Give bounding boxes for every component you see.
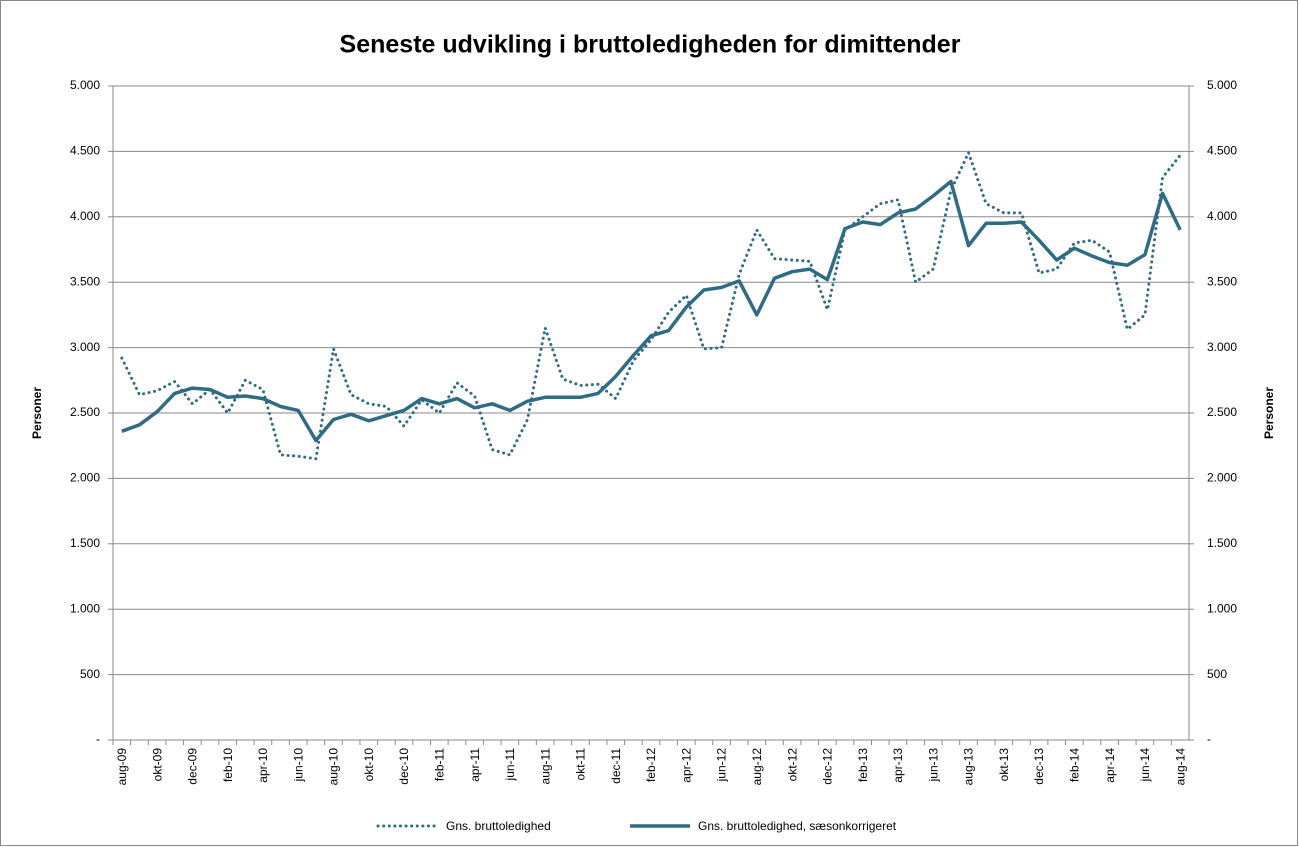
y-tick-label: 1.500 bbox=[70, 536, 100, 550]
x-tick-label: dec-12 bbox=[821, 748, 835, 785]
y2-axis-label: Personer bbox=[1262, 387, 1276, 439]
x-tick-label: okt-12 bbox=[785, 748, 799, 782]
x-tick-label: feb-12 bbox=[644, 748, 658, 782]
x-tick-label: jun-13 bbox=[926, 748, 940, 783]
x-tick-label: jun-14 bbox=[1138, 748, 1152, 783]
y-tick-label: 5.000 bbox=[70, 78, 100, 92]
x-tick-label: aug-13 bbox=[962, 748, 976, 786]
y-tick-label: - bbox=[96, 732, 100, 746]
x-tick-label: apr-12 bbox=[679, 748, 693, 783]
x-tick-label: aug-14 bbox=[1173, 748, 1187, 786]
y2-tick-label: 5.000 bbox=[1207, 78, 1237, 92]
x-tick-label: apr-10 bbox=[256, 748, 270, 783]
y2-tick-label: 2.500 bbox=[1207, 405, 1237, 419]
series-line bbox=[121, 179, 1182, 443]
x-tick-label: apr-11 bbox=[468, 748, 482, 782]
y2-tick-label: 3.500 bbox=[1207, 274, 1237, 288]
x-tick-label: dec-10 bbox=[397, 748, 411, 785]
y-axis-label: Personer bbox=[30, 387, 44, 439]
y2-tick-label: 1.500 bbox=[1207, 536, 1237, 550]
y2-tick-label: 2.000 bbox=[1207, 471, 1237, 485]
y-tick-label: 1.000 bbox=[70, 601, 100, 615]
x-tick-label: feb-11 bbox=[432, 748, 446, 781]
x-tick-label: aug-10 bbox=[327, 748, 341, 786]
y-tick-label: 4.500 bbox=[70, 144, 100, 158]
y2-tick-label: 4.500 bbox=[1207, 144, 1237, 158]
x-tick-label: jun-12 bbox=[715, 748, 729, 783]
y2-tick-label: 500 bbox=[1207, 667, 1227, 681]
y-tick-label: 2.500 bbox=[70, 405, 100, 419]
x-tick-label: dec-11 bbox=[609, 748, 623, 784]
y-tick-label: 2.000 bbox=[70, 471, 100, 485]
y-tick-label: 500 bbox=[80, 667, 100, 681]
legend-label: Gns. bruttoledighed bbox=[446, 819, 551, 833]
x-tick-label: jun-10 bbox=[291, 748, 305, 783]
y2-tick-label: - bbox=[1207, 732, 1211, 746]
series-line bbox=[120, 151, 1182, 461]
x-tick-label: dec-09 bbox=[186, 748, 200, 785]
chart-title: Seneste udvikling i bruttoledigheden for… bbox=[340, 31, 961, 59]
x-tick-label: aug-12 bbox=[750, 748, 764, 786]
y2-tick-label: 1.000 bbox=[1207, 601, 1237, 615]
y2-tick-label: 4.000 bbox=[1207, 209, 1237, 223]
y2-tick-label: 3.000 bbox=[1207, 340, 1237, 354]
x-tick-label: apr-13 bbox=[891, 748, 905, 783]
y-tick-label: 3.500 bbox=[70, 274, 100, 288]
x-tick-label: okt-11 bbox=[574, 748, 588, 781]
x-tick-label: okt-10 bbox=[362, 748, 376, 782]
x-tick-label: apr-14 bbox=[1103, 748, 1117, 783]
x-tick-label: okt-13 bbox=[997, 748, 1011, 782]
legend-label: Gns. bruttoledighed, sæsonkorrigeret bbox=[698, 819, 897, 833]
x-tick-label: aug-11 bbox=[538, 748, 552, 785]
x-tick-label: dec-13 bbox=[1032, 748, 1046, 785]
y-tick-label: 3.000 bbox=[70, 340, 100, 354]
x-tick-label: aug-09 bbox=[115, 748, 129, 786]
y-tick-label: 4.000 bbox=[70, 209, 100, 223]
x-tick-label: feb-13 bbox=[856, 748, 870, 782]
x-tick-label: okt-09 bbox=[150, 748, 164, 782]
x-tick-label: jun-11 bbox=[503, 748, 517, 782]
x-tick-label: feb-10 bbox=[221, 748, 235, 782]
x-tick-label: feb-14 bbox=[1068, 748, 1082, 782]
